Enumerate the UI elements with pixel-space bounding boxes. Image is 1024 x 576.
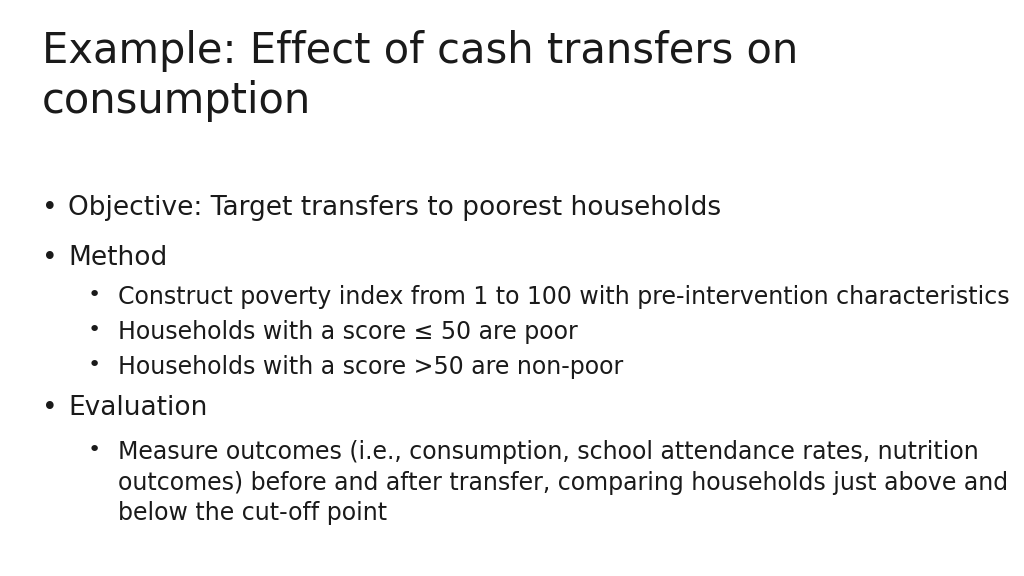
Text: Example: Effect of cash transfers on
consumption: Example: Effect of cash transfers on con… [42,30,799,122]
Text: Construct poverty index from 1 to 100 with pre-intervention characteristics: Construct poverty index from 1 to 100 wi… [118,285,1010,309]
Text: •: • [42,395,57,421]
Text: Evaluation: Evaluation [68,395,208,421]
Text: •: • [88,440,101,460]
Text: •: • [42,195,57,221]
Text: •: • [88,355,101,375]
Text: •: • [88,320,101,340]
Text: Households with a score ≤ 50 are poor: Households with a score ≤ 50 are poor [118,320,578,344]
Text: •: • [42,245,57,271]
Text: Households with a score >50 are non-poor: Households with a score >50 are non-poor [118,355,624,379]
Text: Method: Method [68,245,167,271]
Text: •: • [88,285,101,305]
Text: Objective: Target transfers to poorest households: Objective: Target transfers to poorest h… [68,195,721,221]
Text: Measure outcomes (i.e., consumption, school attendance rates, nutrition
outcomes: Measure outcomes (i.e., consumption, sch… [118,440,1008,525]
